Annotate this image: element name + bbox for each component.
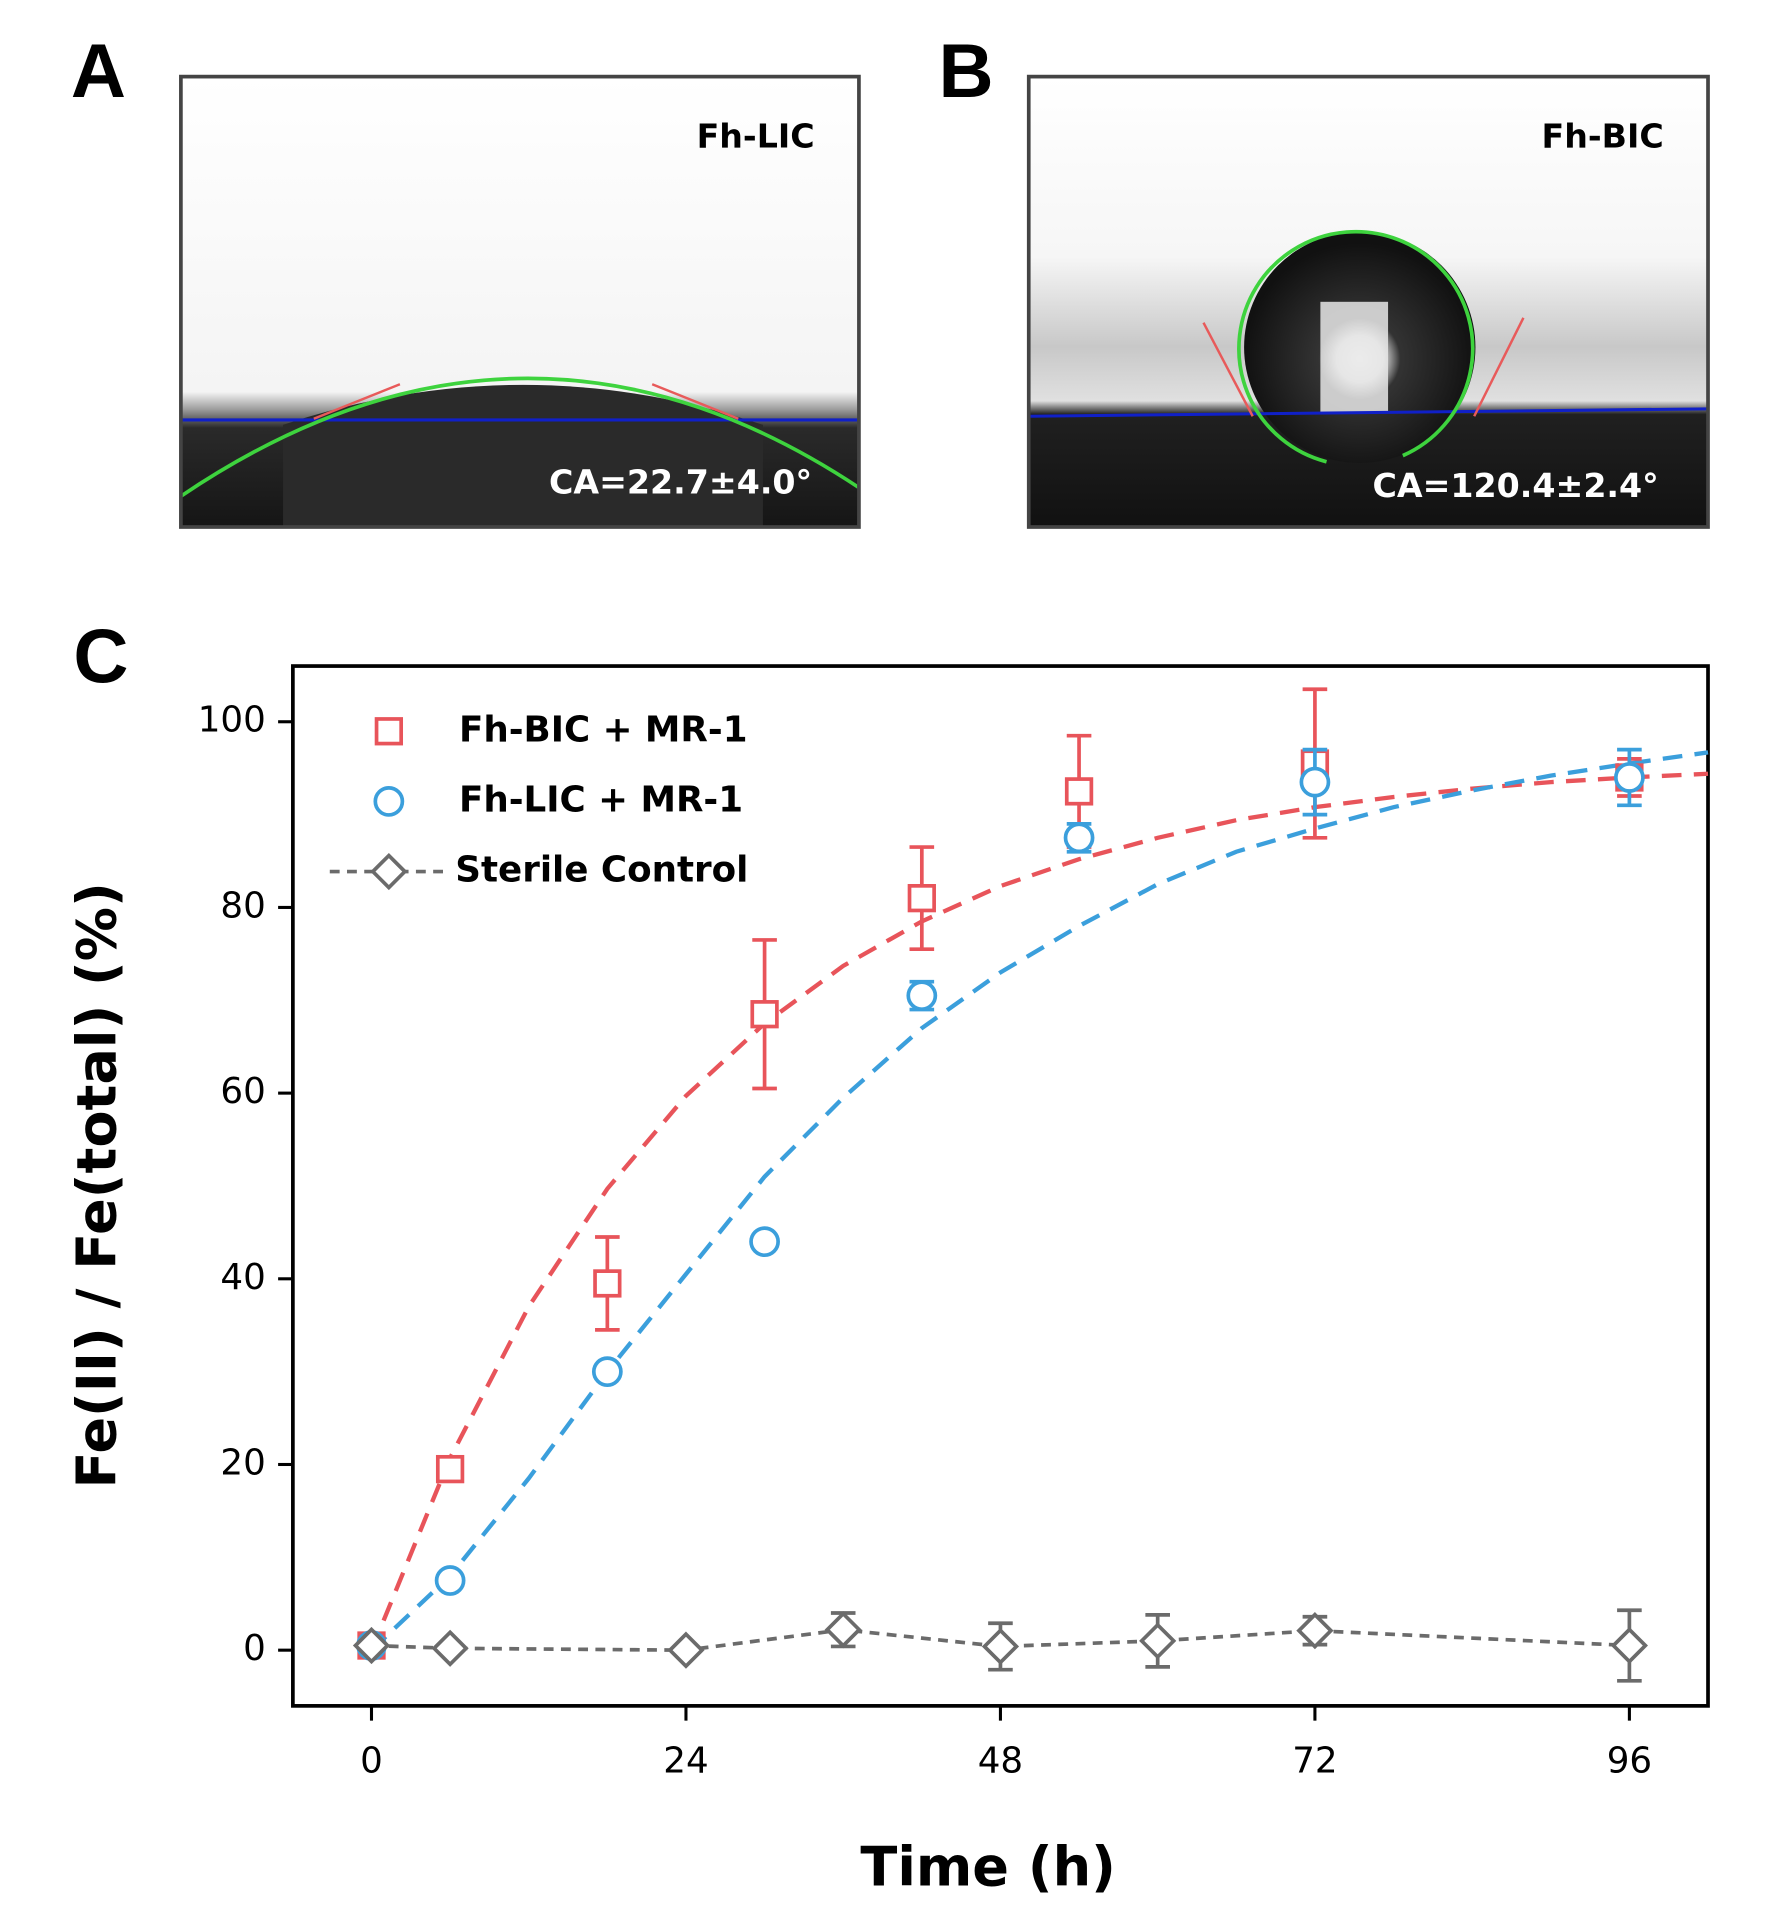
y-axis-title: Fe(II) / Fe(total) (%) bbox=[66, 882, 129, 1488]
photo-b bbox=[1026, 74, 1710, 529]
legend-marker bbox=[370, 852, 408, 891]
marker bbox=[667, 1631, 705, 1669]
y-tick-label: 80 bbox=[220, 885, 265, 926]
y-tick-label: 20 bbox=[220, 1442, 265, 1483]
plot-frame bbox=[291, 664, 1710, 1708]
marker bbox=[1296, 1612, 1334, 1650]
fit-curve bbox=[370, 750, 1709, 1652]
y-tick-label: 60 bbox=[220, 1071, 265, 1112]
marker bbox=[750, 1000, 779, 1029]
photo-a bbox=[179, 74, 861, 529]
legend-marker bbox=[373, 786, 405, 817]
sample-label: Fh-BIC bbox=[1542, 117, 1664, 156]
x-tick-label: 24 bbox=[663, 1740, 708, 1781]
panel-letter: C bbox=[73, 615, 128, 700]
marker bbox=[435, 1454, 465, 1484]
marker bbox=[1610, 1626, 1648, 1665]
y-tick-label: 0 bbox=[243, 1628, 266, 1669]
legend-label: Fh-BIC + MR-1 bbox=[459, 709, 748, 750]
marker bbox=[431, 1629, 469, 1667]
panel-letter: B bbox=[938, 29, 993, 114]
x-tick-label: 0 bbox=[360, 1740, 383, 1781]
panel-letter: A bbox=[71, 29, 126, 114]
contact-angle: CA=120.4±2.4° bbox=[1372, 466, 1658, 505]
x-tick-label: 48 bbox=[978, 1740, 1023, 1781]
x-tick-label: 72 bbox=[1292, 1740, 1337, 1781]
marker bbox=[824, 1611, 862, 1649]
sample-label: Fh-LIC bbox=[697, 117, 815, 156]
marker bbox=[1614, 762, 1645, 793]
marker bbox=[749, 1226, 780, 1258]
marker bbox=[906, 980, 938, 1012]
x-tick-label: 96 bbox=[1607, 1740, 1652, 1781]
y-tick-label: 100 bbox=[198, 700, 266, 741]
marker bbox=[1299, 766, 1331, 798]
legend-marker bbox=[374, 717, 404, 746]
marker bbox=[434, 1565, 466, 1596]
legend-label: Sterile Control bbox=[455, 850, 748, 891]
marker bbox=[1063, 822, 1095, 854]
marker bbox=[907, 884, 936, 913]
contact-angle: CA=22.7±4.0° bbox=[549, 462, 812, 501]
marker bbox=[1064, 777, 1094, 806]
marker bbox=[591, 1356, 623, 1388]
y-tick-label: 40 bbox=[220, 1257, 265, 1298]
marker bbox=[981, 1627, 1020, 1666]
marker bbox=[1139, 1622, 1177, 1660]
x-axis-title: Time (h) bbox=[860, 1835, 1115, 1898]
legend-label: Fh-LIC + MR-1 bbox=[459, 779, 743, 820]
series-line bbox=[371, 1627, 1630, 1653]
marker bbox=[352, 1626, 391, 1665]
fit-curve bbox=[369, 771, 1709, 1651]
marker bbox=[593, 1269, 622, 1298]
